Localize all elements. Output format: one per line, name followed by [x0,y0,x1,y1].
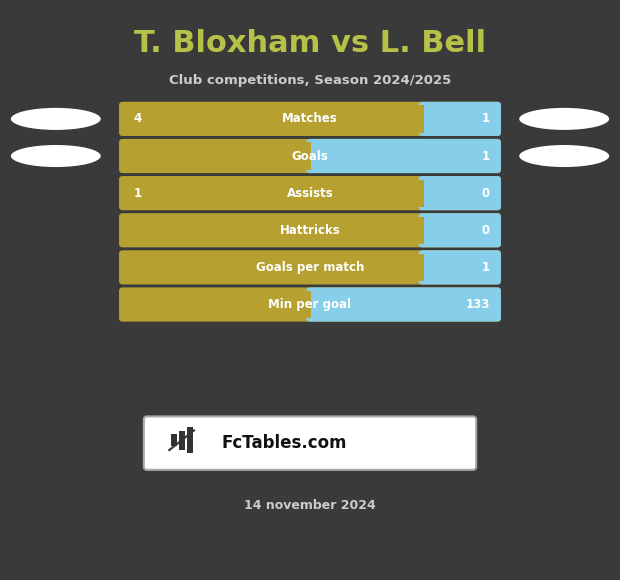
Ellipse shape [520,145,609,167]
Text: Min per goal: Min per goal [268,298,352,311]
Text: Goals: Goals [291,150,329,162]
FancyBboxPatch shape [119,102,501,136]
Text: T. Bloxham vs L. Bell: T. Bloxham vs L. Bell [134,29,486,58]
FancyBboxPatch shape [415,179,423,206]
Text: 1: 1 [482,261,490,274]
FancyBboxPatch shape [306,139,501,173]
FancyBboxPatch shape [306,288,501,321]
FancyBboxPatch shape [418,213,501,247]
Ellipse shape [520,108,609,130]
Text: 4: 4 [134,113,142,125]
FancyBboxPatch shape [418,102,501,136]
Text: Club competitions, Season 2024/2025: Club competitions, Season 2024/2025 [169,74,451,86]
Text: 1: 1 [482,150,490,162]
Text: FcTables.com: FcTables.com [221,434,347,452]
FancyBboxPatch shape [179,430,185,450]
FancyBboxPatch shape [415,105,423,132]
Text: 0: 0 [482,224,490,237]
FancyBboxPatch shape [119,176,501,210]
Text: 0: 0 [482,187,490,200]
Text: 14 november 2024: 14 november 2024 [244,499,376,512]
Text: Goals per match: Goals per match [256,261,364,274]
FancyBboxPatch shape [119,139,501,173]
Ellipse shape [11,145,100,167]
Text: Assists: Assists [286,187,334,200]
FancyBboxPatch shape [418,251,501,284]
Text: 1: 1 [134,187,142,200]
FancyBboxPatch shape [187,427,193,454]
Text: 133: 133 [466,298,490,311]
Ellipse shape [11,108,100,130]
FancyBboxPatch shape [418,176,501,210]
FancyBboxPatch shape [170,434,177,446]
FancyBboxPatch shape [415,253,423,281]
FancyBboxPatch shape [144,416,476,470]
FancyBboxPatch shape [119,251,501,284]
FancyBboxPatch shape [303,291,311,318]
FancyBboxPatch shape [119,288,501,321]
Text: Hattricks: Hattricks [280,224,340,237]
FancyBboxPatch shape [415,217,423,244]
FancyBboxPatch shape [303,142,311,169]
Text: Matches: Matches [282,113,338,125]
FancyBboxPatch shape [119,213,501,247]
Text: 1: 1 [482,113,490,125]
